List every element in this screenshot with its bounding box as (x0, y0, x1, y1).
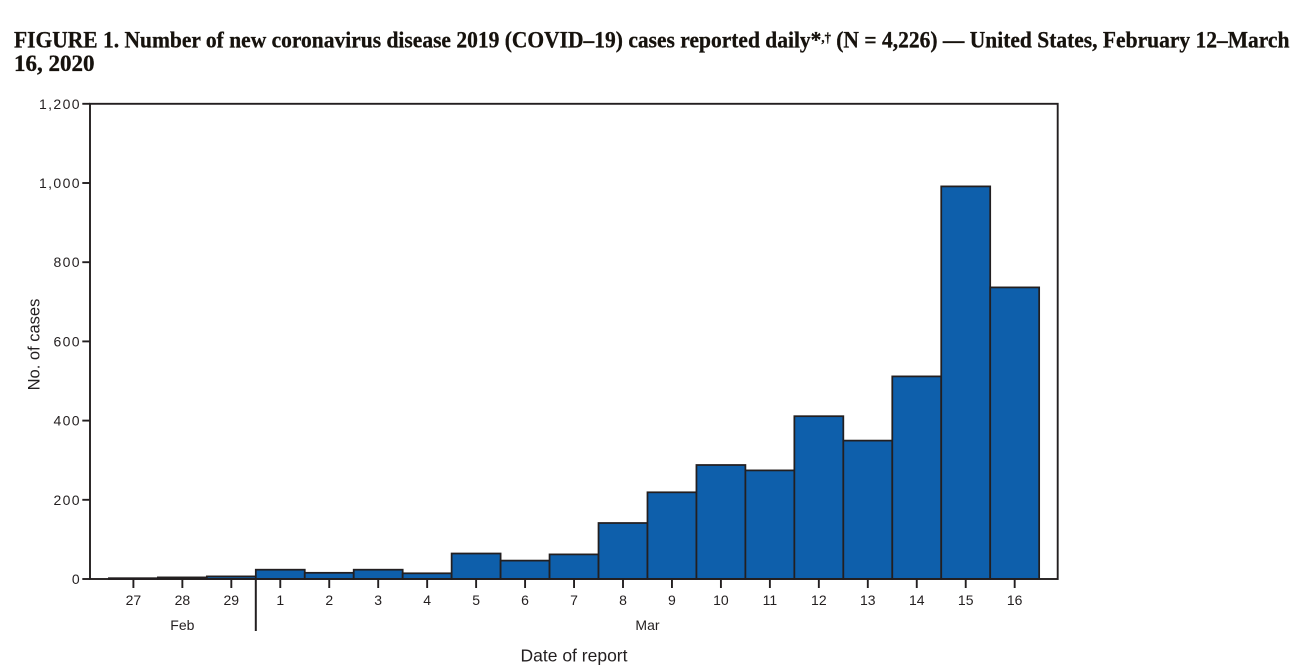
svg-text:27: 27 (126, 592, 142, 608)
svg-text:11: 11 (763, 592, 778, 608)
svg-text:6: 6 (521, 592, 529, 608)
svg-text:800: 800 (53, 254, 81, 270)
svg-text:14: 14 (909, 592, 925, 608)
svg-text:Feb: Feb (170, 617, 194, 633)
svg-text:600: 600 (53, 333, 81, 349)
svg-text:10: 10 (713, 592, 729, 608)
svg-text:4: 4 (423, 592, 431, 608)
svg-text:1,200: 1,200 (39, 96, 81, 112)
svg-text:7: 7 (570, 592, 578, 608)
svg-text:5: 5 (472, 592, 480, 608)
svg-text:Mar: Mar (635, 617, 659, 633)
svg-text:No. of cases: No. of cases (26, 299, 44, 391)
svg-text:29: 29 (224, 592, 240, 608)
svg-text:1: 1 (276, 592, 284, 608)
svg-text:0: 0 (72, 571, 81, 587)
svg-text:9: 9 (668, 592, 676, 608)
svg-text:1,000: 1,000 (39, 175, 81, 191)
svg-text:Date of report: Date of report (521, 646, 628, 666)
svg-text:8: 8 (619, 592, 627, 608)
svg-text:28: 28 (175, 592, 191, 608)
svg-text:15: 15 (958, 592, 974, 608)
svg-text:400: 400 (53, 413, 81, 429)
svg-text:12: 12 (811, 592, 827, 608)
svg-text:16: 16 (1007, 592, 1023, 608)
svg-text:200: 200 (53, 492, 81, 508)
svg-text:3: 3 (374, 592, 382, 608)
svg-text:13: 13 (860, 592, 876, 608)
svg-text:2: 2 (325, 592, 333, 608)
